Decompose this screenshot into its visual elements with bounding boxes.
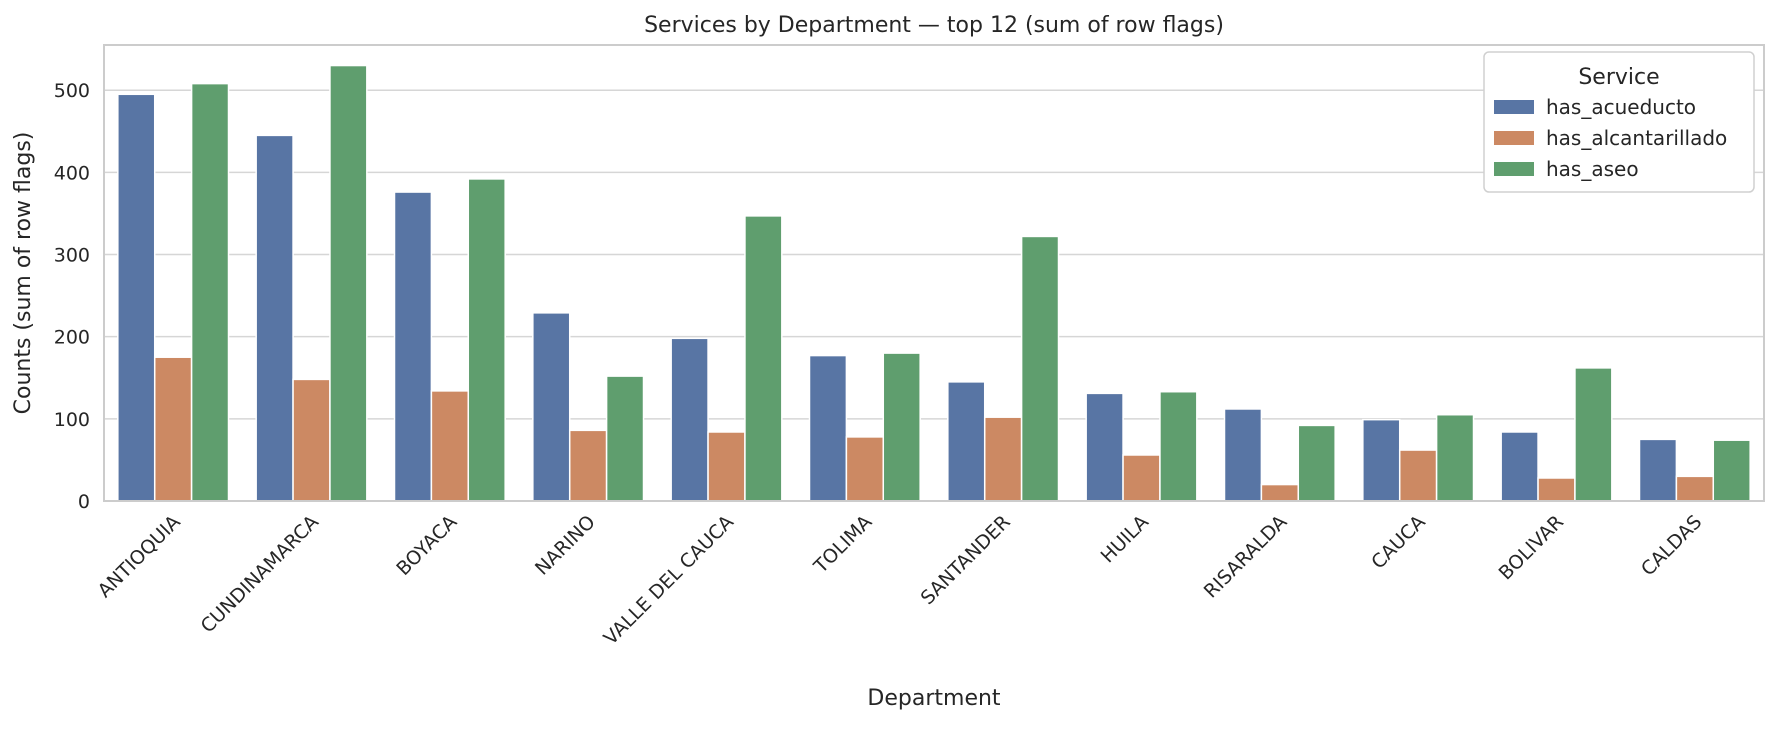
bar-has_aseo-risaralda bbox=[1297, 424, 1336, 502]
bar-has_aseo-cundinamarca bbox=[329, 64, 368, 502]
bar-has_alcantarillado-caldas bbox=[1675, 475, 1715, 502]
bar-has_aseo-caldas bbox=[1712, 439, 1751, 502]
legend-label: has_aseo bbox=[1546, 157, 1639, 181]
legend-label: has_acueducto bbox=[1546, 95, 1696, 119]
bar-has_alcantarillado-risaralda bbox=[1260, 483, 1300, 502]
legend-items: has_acueducto has_alcantarillado has_aseo bbox=[1494, 95, 1727, 181]
y-tick-label: 100 bbox=[54, 409, 90, 431]
bar-has_acueducto-cauca bbox=[1362, 418, 1401, 502]
bar-has_aseo-valle-del-cauca bbox=[744, 215, 783, 502]
bar-has_acueducto-boyaca bbox=[393, 191, 433, 502]
bar-has_acueducto-tolima bbox=[808, 354, 848, 502]
bar-has_acueducto-narino bbox=[532, 312, 571, 502]
bar-has_aseo-huila bbox=[1159, 390, 1198, 502]
bar-has_alcantarillado-boyaca bbox=[430, 390, 470, 502]
bar-has_aseo-bolivar bbox=[1574, 367, 1613, 502]
bar-has_aseo-cauca bbox=[1435, 413, 1475, 502]
legend-swatch bbox=[1494, 100, 1534, 114]
y-tick-label: 400 bbox=[54, 162, 90, 184]
bar-has_acueducto-valle-del-cauca bbox=[670, 337, 709, 502]
bar-has_alcantarillado-antioquia bbox=[153, 356, 193, 502]
legend-title: Service bbox=[1578, 65, 1659, 90]
bar-has_aseo-narino bbox=[605, 375, 645, 502]
bar-has_alcantarillado-cauca bbox=[1398, 449, 1438, 502]
y-tick-label: 300 bbox=[54, 245, 90, 267]
y-tick-labels: 0 100 200 300 400 500 bbox=[54, 80, 90, 513]
legend-swatch bbox=[1494, 162, 1534, 176]
bar-has_alcantarillado-narino bbox=[568, 429, 608, 502]
bar-has_alcantarillado-santander bbox=[983, 416, 1023, 502]
bar-has_aseo-tolima bbox=[882, 352, 921, 502]
bar-has_alcantarillado-bolivar bbox=[1537, 477, 1576, 502]
y-tick-label: 500 bbox=[54, 80, 90, 102]
legend: Service has_acueductohas_alcantarilladoh… bbox=[1483, 51, 1755, 193]
chart-title: Services by Department — top 12 (sum of … bbox=[644, 13, 1224, 38]
bar-has_alcantarillado-valle-del-cauca bbox=[707, 431, 746, 502]
y-tick-label: 0 bbox=[78, 491, 90, 513]
bars bbox=[117, 64, 1751, 502]
legend-label: has_alcantarillado bbox=[1546, 126, 1727, 150]
bar-has_acueducto-caldas bbox=[1638, 438, 1678, 502]
bar-has_acueducto-santander bbox=[947, 381, 986, 502]
bar-has_aseo-antioquia bbox=[190, 82, 230, 502]
bar-has_alcantarillado-cundinamarca bbox=[292, 378, 331, 502]
legend-swatch bbox=[1494, 131, 1534, 145]
bar-has_aseo-santander bbox=[1020, 235, 1060, 502]
bar-has_acueducto-huila bbox=[1085, 392, 1124, 502]
bar-has_acueducto-antioquia bbox=[117, 93, 156, 502]
y-tick-label: 200 bbox=[54, 327, 90, 349]
legend-box bbox=[1483, 51, 1755, 193]
bar-has_acueducto-bolivar bbox=[1500, 431, 1539, 502]
bar-has_acueducto-cundinamarca bbox=[255, 134, 294, 502]
x-axis-label: Department bbox=[867, 686, 1001, 711]
y-axis-label: Counts (sum of row flags) bbox=[11, 132, 36, 415]
bar-has_alcantarillado-tolima bbox=[845, 436, 885, 502]
bar-has_aseo-boyaca bbox=[467, 178, 506, 502]
bar-has_acueducto-risaralda bbox=[1223, 408, 1263, 502]
bar-has_alcantarillado-huila bbox=[1122, 454, 1161, 502]
plot-frame bbox=[103, 44, 1765, 502]
